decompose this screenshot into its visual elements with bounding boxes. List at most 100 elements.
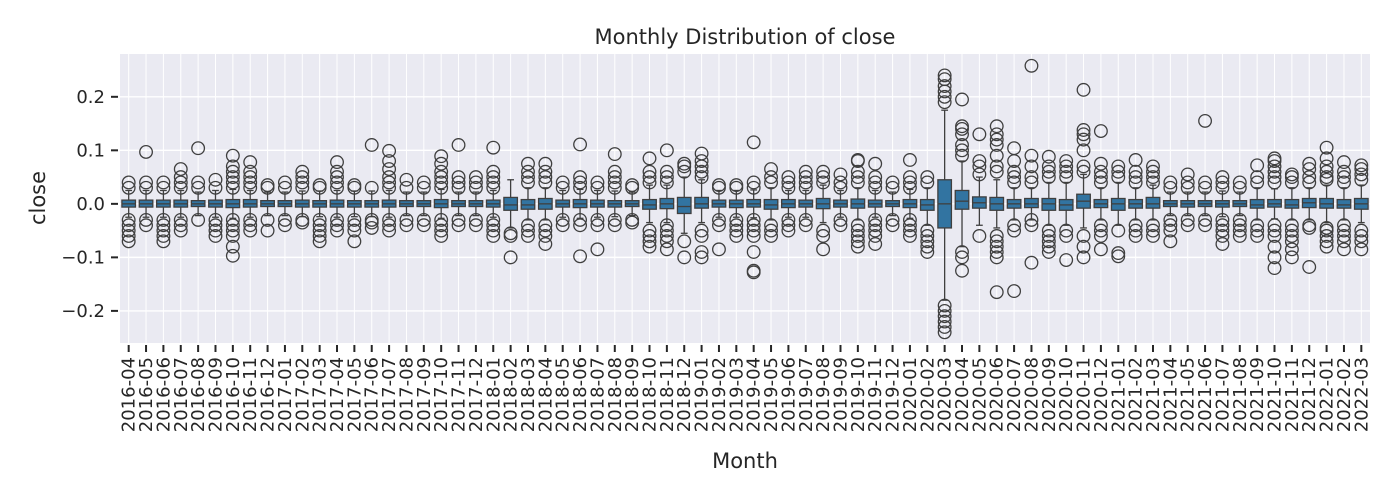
x-tick-label: 2020-12	[1091, 357, 1112, 432]
outlier-point	[955, 143, 969, 158]
outlier-point	[1198, 218, 1213, 233]
box-2020-05	[971, 127, 987, 243]
outlier-point	[1059, 164, 1074, 179]
outlier-point	[937, 314, 952, 329]
outlier-point	[382, 143, 397, 158]
outlier-point	[1319, 234, 1334, 249]
outlier-point	[1111, 249, 1126, 264]
outlier-point	[937, 72, 952, 87]
box-2018-06	[572, 137, 588, 264]
outlier-point	[330, 180, 344, 195]
outlier-point	[1146, 223, 1160, 238]
x-tick-label: 2020-04	[952, 357, 973, 432]
outlier-point	[1180, 167, 1195, 182]
outlier-point	[1198, 175, 1213, 190]
outlier-point	[191, 175, 206, 190]
x-tick-label: 2018-01	[483, 357, 504, 432]
outlier-point	[694, 250, 709, 265]
outlier-point	[1267, 229, 1282, 243]
outlier-point	[1076, 239, 1091, 254]
outlier-point	[677, 156, 692, 171]
outlier-point	[486, 212, 501, 227]
outlier-point	[989, 239, 1004, 254]
outlier-point	[173, 175, 188, 190]
box-2020-10	[1058, 154, 1074, 267]
outlier-point	[955, 263, 969, 278]
outlier-point	[434, 149, 449, 164]
outlier-point	[868, 237, 883, 251]
outlier-point	[1267, 170, 1282, 185]
outlier-point	[746, 180, 761, 195]
outlier-point	[330, 223, 344, 238]
outlier-point	[746, 218, 761, 233]
outlier-point	[868, 156, 883, 171]
outlier-point	[1093, 175, 1108, 190]
box-2019-08	[815, 164, 831, 257]
plot-area	[120, 54, 1370, 343]
x-tick-label: 2018-03	[518, 357, 539, 432]
box-2020-01	[902, 153, 918, 243]
outlier-point	[1302, 162, 1317, 177]
box-2016-07	[173, 162, 189, 238]
x-tick-label: 2021-01	[1108, 357, 1129, 432]
outlier-point	[225, 218, 240, 233]
outlier-point	[712, 178, 726, 193]
outlier-point	[121, 234, 136, 249]
outlier-point	[868, 229, 883, 243]
x-tick-label: 2020-03	[935, 357, 956, 432]
outlier-point	[1198, 180, 1213, 195]
outlier-point	[451, 138, 466, 152]
outlier-point	[1215, 218, 1230, 233]
box-2021-06	[1197, 113, 1213, 233]
outlier-point	[382, 162, 397, 177]
box-2017-06	[364, 138, 380, 235]
outlier-point	[208, 172, 223, 187]
outlier-point	[955, 92, 969, 107]
box-2020-07	[1006, 141, 1022, 299]
x-tick-label: 2017-04	[327, 357, 348, 432]
outlier-point	[468, 170, 483, 185]
outlier-point	[1250, 223, 1265, 238]
outlier-point	[538, 223, 553, 238]
outlier-point	[1146, 164, 1160, 179]
outlier-point	[798, 175, 813, 190]
outlier-point	[573, 180, 588, 195]
outlier-point	[816, 242, 831, 257]
outlier-point	[1007, 218, 1022, 233]
outlier-point	[208, 218, 223, 233]
box-2016-09	[208, 172, 223, 243]
outlier-point	[885, 212, 900, 227]
outlier-point	[1128, 153, 1143, 167]
outlier-point	[1302, 156, 1317, 171]
outlier-point	[260, 223, 275, 238]
outlier-point	[1250, 170, 1265, 185]
outlier-point	[364, 212, 379, 227]
outlier-point	[850, 234, 865, 249]
outlier-point	[694, 164, 709, 179]
box-2020-03	[937, 68, 953, 340]
x-tick-label: 2022-02	[1334, 357, 1355, 432]
outlier-point	[573, 137, 588, 152]
outlier-point	[1128, 229, 1143, 243]
outlier-point	[382, 223, 397, 238]
outlier-point	[989, 234, 1004, 249]
x-tick-label: 2017-01	[275, 357, 296, 432]
outlier-point	[1180, 180, 1195, 195]
x-tick-label: 2019-02	[709, 357, 730, 432]
box-2017-10	[433, 149, 449, 243]
outlier-point	[902, 153, 917, 167]
outlier-point	[156, 218, 171, 233]
outlier-point	[1076, 123, 1091, 137]
outlier-point	[955, 148, 969, 163]
outlier-point	[399, 180, 414, 195]
outlier-point	[399, 172, 414, 187]
outlier-point	[1024, 218, 1039, 233]
outlier-point	[312, 212, 327, 227]
y-tick-label: −0.1	[61, 247, 105, 268]
outlier-point	[920, 170, 935, 185]
x-tick-label: 2017-12	[466, 357, 487, 432]
box-2017-11	[451, 138, 466, 233]
outlier-point	[538, 170, 553, 185]
outlier-point	[937, 303, 952, 318]
outlier-point	[937, 309, 952, 324]
